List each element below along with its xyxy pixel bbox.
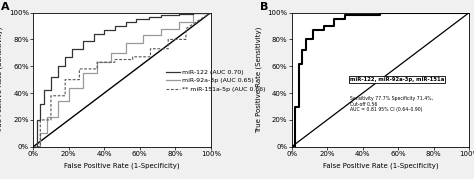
Text: A: A <box>1 2 10 12</box>
Y-axis label: True Positive Rate (Sensitivity): True Positive Rate (Sensitivity) <box>255 26 262 133</box>
Text: miR-122, miR-92a-3p, miR-151a: miR-122, miR-92a-3p, miR-151a <box>350 77 445 82</box>
X-axis label: False Positive Rate (1-Specificity): False Positive Rate (1-Specificity) <box>64 163 180 169</box>
Y-axis label: True Positive Rate (Sensitivity): True Positive Rate (Sensitivity) <box>0 26 3 133</box>
Legend: miR-122 (AUC 0.70), miR-92a-3p (AUC 0.65), ** miR-151a-5p (AUC 0.66): miR-122 (AUC 0.70), miR-92a-3p (AUC 0.65… <box>165 69 266 92</box>
Text: Sensitivity 77.7% Specificity 71.4%,
Cut-off 0.56
AUC = 0.81 95% CI (0.64–0.90): Sensitivity 77.7% Specificity 71.4%, Cut… <box>350 96 433 112</box>
Text: B: B <box>260 2 268 12</box>
X-axis label: False Positive Rate (1-Specificity): False Positive Rate (1-Specificity) <box>323 163 438 169</box>
